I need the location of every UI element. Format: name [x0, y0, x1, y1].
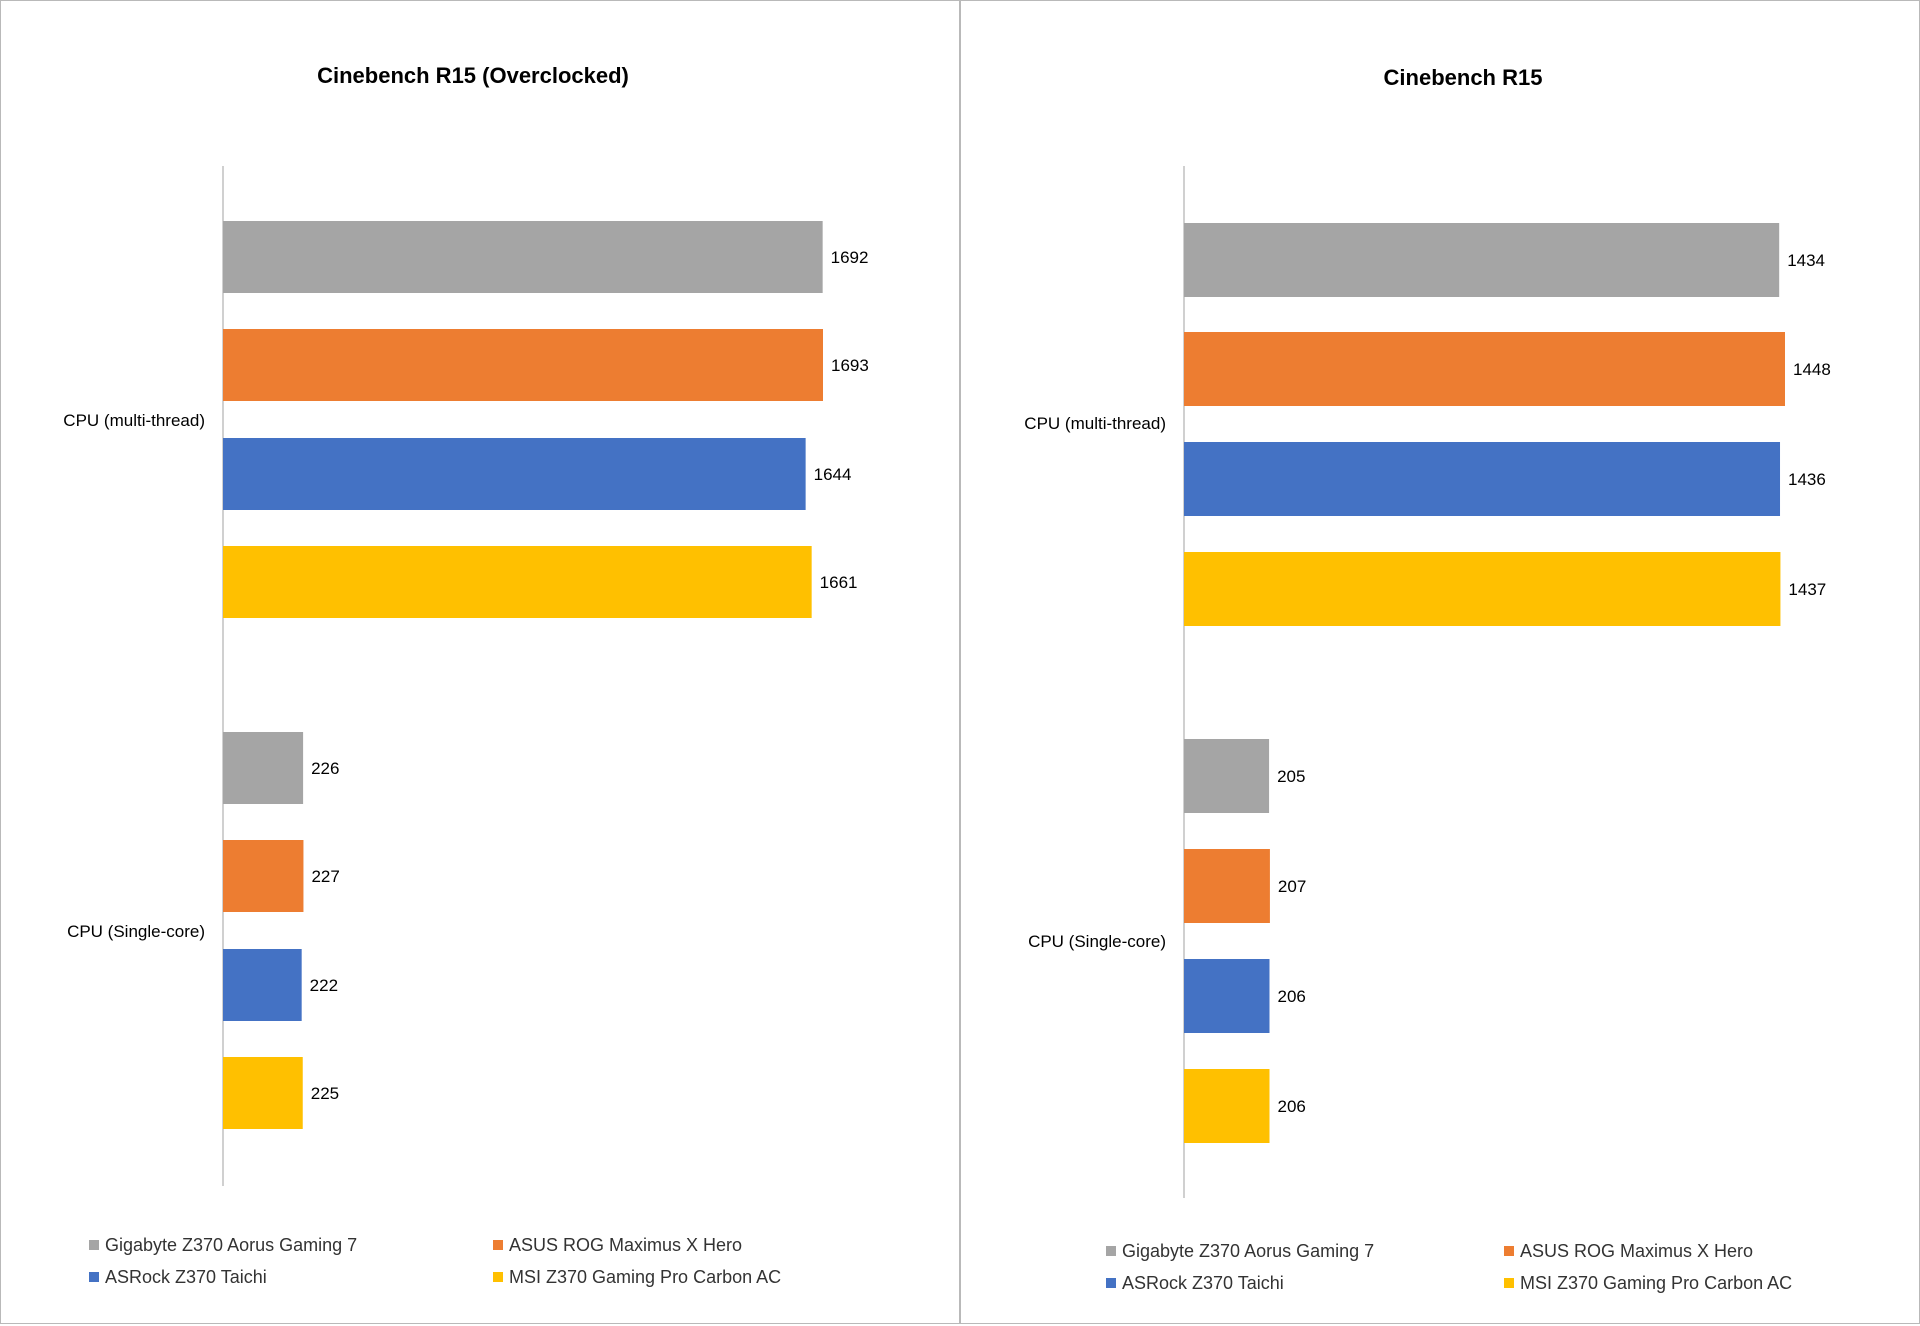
bar: [1184, 1069, 1270, 1143]
category-label: CPU (multi-thread): [1024, 414, 1166, 433]
legend-swatch: [89, 1272, 99, 1282]
bar: [1184, 442, 1781, 516]
bar: [223, 438, 806, 510]
legend-swatch: [1504, 1278, 1514, 1288]
bar: [223, 840, 304, 912]
data-label: 227: [311, 867, 339, 886]
legend-swatch: [1504, 1246, 1514, 1256]
bar: [223, 732, 304, 804]
bar: [1184, 223, 1780, 297]
bar: [223, 221, 823, 293]
bar: [1184, 332, 1785, 406]
category-label: CPU (multi-thread): [63, 411, 205, 430]
data-label: 1434: [1787, 251, 1825, 270]
legend-entry: ASRock Z370 Taichi: [105, 1267, 267, 1287]
legend-swatch: [89, 1240, 99, 1250]
legend-swatch: [493, 1272, 503, 1282]
bar: [223, 949, 302, 1021]
bar: [1184, 959, 1270, 1033]
bar-chart-overclocked: Cinebench R15 (Overclocked) CPU (multi-th…: [63, 63, 869, 1287]
bar: [1184, 849, 1270, 923]
data-label: 222: [310, 976, 338, 995]
legend-entry: Gigabyte Z370 Aorus Gaming 7: [1122, 1241, 1374, 1261]
bar: [223, 1057, 303, 1129]
data-label: 1644: [814, 465, 852, 484]
category-label: CPU (Single-core): [67, 922, 205, 941]
data-label: 1661: [820, 573, 858, 592]
data-label: 1436: [1788, 470, 1826, 489]
legend-swatch: [493, 1240, 503, 1250]
data-label: 225: [311, 1084, 339, 1103]
legend-entry: ASUS ROG Maximus X Hero: [509, 1235, 742, 1255]
data-label: 1692: [831, 248, 869, 267]
legend-swatch: [1106, 1278, 1116, 1288]
legend-entry: ASRock Z370 Taichi: [1122, 1273, 1284, 1293]
data-label: 226: [311, 759, 339, 778]
chart-title-stock: Cinebench R15: [1384, 65, 1543, 90]
data-label: 1693: [831, 356, 869, 375]
legend-entry: Gigabyte Z370 Aorus Gaming 7: [105, 1235, 357, 1255]
chart-panel-overclocked: Cinebench R15 (Overclocked) CPU (multi-th…: [0, 0, 960, 1324]
bar: [1184, 552, 1781, 626]
data-label: 205: [1277, 767, 1305, 786]
category-label: CPU (Single-core): [1028, 932, 1166, 951]
legend-swatch: [1106, 1246, 1116, 1256]
bar: [1184, 739, 1270, 813]
data-label: 206: [1278, 1097, 1306, 1116]
legend-entry: MSI Z370 Gaming Pro Carbon AC: [509, 1267, 781, 1287]
data-label: 207: [1278, 877, 1306, 896]
legend-entry: MSI Z370 Gaming Pro Carbon AC: [1520, 1273, 1792, 1293]
chart-panel-stock: Cinebench R15 CPU (multi-thread) 1434 1448 1…: [960, 0, 1920, 1324]
legend-entry: ASUS ROG Maximus X Hero: [1520, 1241, 1753, 1261]
data-label: 1437: [1788, 580, 1826, 599]
bar: [223, 329, 823, 401]
chart-title-overclocked: Cinebench R15 (Overclocked): [317, 63, 629, 88]
bar: [223, 546, 812, 618]
bar-chart-stock: Cinebench R15 CPU (multi-thread) 1434 1448 1…: [1024, 65, 1831, 1293]
data-label: 1448: [1793, 360, 1831, 379]
data-label: 206: [1278, 987, 1306, 1006]
